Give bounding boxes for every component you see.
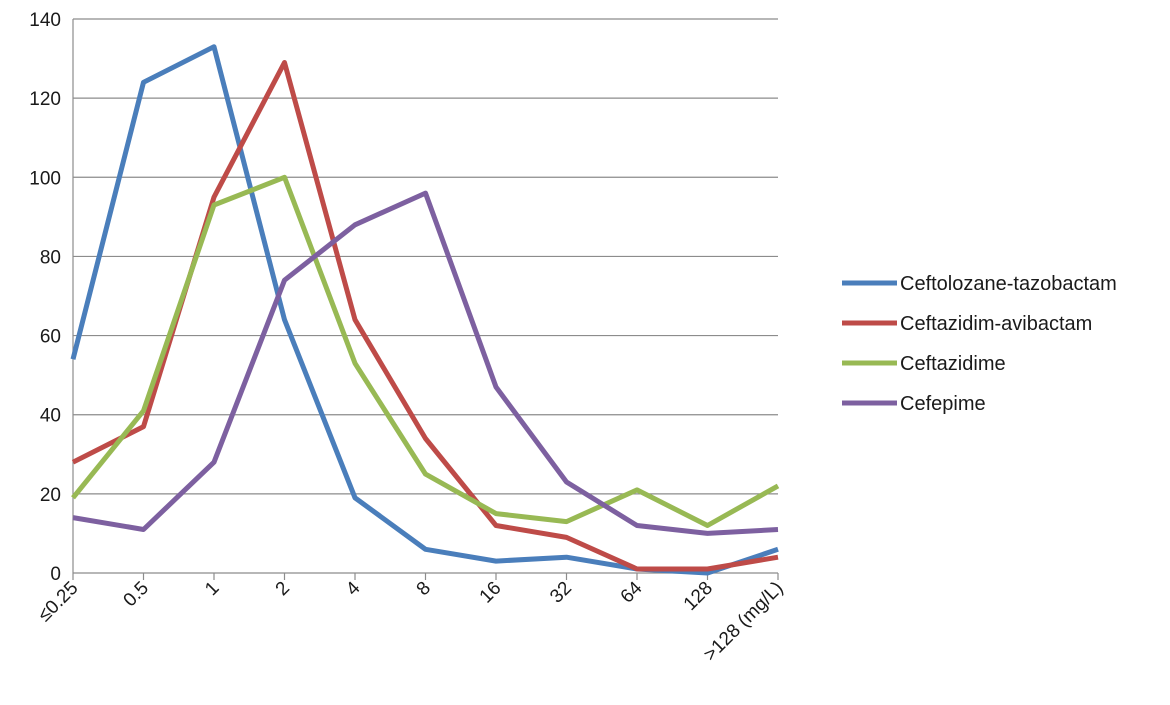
y-tick-label: 20 bbox=[40, 485, 61, 506]
legend-item: Ceftazidime bbox=[842, 353, 1006, 375]
y-tick-label: 100 bbox=[29, 168, 61, 189]
y-tick-label: 120 bbox=[29, 89, 61, 110]
series-line-3 bbox=[73, 177, 778, 525]
legend-item: Cefepime bbox=[842, 393, 986, 415]
legend-item: Ceftazidim-avibactam bbox=[842, 313, 1092, 335]
x-tick-label: 1 bbox=[201, 578, 223, 600]
y-tick-label: 60 bbox=[40, 327, 61, 348]
legend-label: Cefepime bbox=[900, 393, 986, 415]
legend: Ceftolozane-tazobactam Ceftazidim-avibact… bbox=[842, 273, 1117, 415]
x-tick-label: 8 bbox=[413, 578, 435, 600]
x-tick-label: 2 bbox=[272, 578, 294, 600]
x-tick-label: 32 bbox=[546, 578, 576, 608]
legend-label: Ceftazidime bbox=[900, 353, 1006, 375]
x-tick-label: 16 bbox=[476, 578, 506, 608]
legend-item: Ceftolozane-tazobactam bbox=[842, 273, 1117, 295]
y-tick-label: 140 bbox=[29, 10, 61, 31]
x-tick-label: 4 bbox=[342, 577, 365, 600]
legend-label: Ceftazidim-avibactam bbox=[900, 313, 1092, 335]
gridlines bbox=[73, 19, 778, 494]
y-tick-label: 80 bbox=[40, 247, 61, 268]
x-tick-label: 128 bbox=[680, 578, 717, 615]
y-tick-label: 0 bbox=[50, 564, 61, 585]
legend-label: Ceftolozane-tazobactam bbox=[900, 273, 1117, 295]
x-tick-label: 0.5 bbox=[120, 578, 154, 612]
series-line-4 bbox=[73, 193, 778, 533]
x-tick-label: 64 bbox=[617, 577, 647, 607]
y-tick-label: 40 bbox=[40, 406, 61, 427]
